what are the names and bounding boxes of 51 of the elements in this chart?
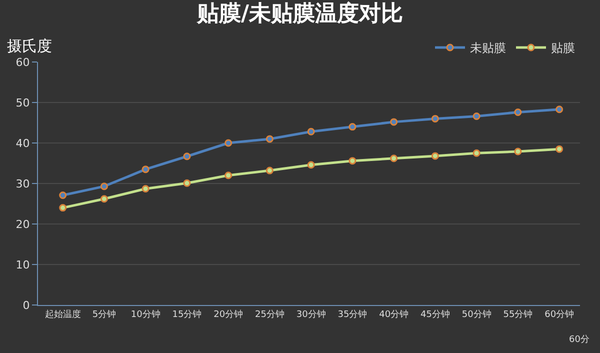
point: [266, 135, 274, 143]
x-tick-label: 5分钟: [92, 308, 116, 320]
x-tick-label: 起始温度: [44, 308, 81, 320]
point: [224, 172, 232, 180]
x-tick-label: 30分钟: [296, 308, 326, 320]
y-tick-label: 30: [16, 177, 30, 190]
point: [100, 195, 108, 203]
y-tick-label: 10: [16, 258, 30, 272]
point: [224, 139, 232, 147]
point: [390, 154, 398, 162]
y-tick-label: 40: [16, 136, 30, 150]
y-axis-title: 摄氏度: [7, 37, 52, 55]
text: 60分: [569, 334, 590, 345]
x-tick-label: 45分钟: [420, 308, 450, 320]
point: [431, 114, 439, 122]
point: [183, 152, 191, 160]
point: [348, 123, 356, 131]
point: [472, 149, 480, 157]
point: [556, 106, 564, 114]
legend-label: 未贴膜: [470, 41, 506, 56]
x-tick-label: 25分钟: [254, 308, 284, 320]
point: [390, 118, 398, 126]
point: [59, 204, 67, 212]
point: [59, 192, 67, 199]
x-tick-label: 60分钟: [544, 308, 574, 320]
y-tick-label: 0: [22, 298, 30, 312]
point: [472, 112, 480, 120]
legend-label: 贴膜: [551, 41, 575, 56]
x-tick-label: 20分钟: [214, 308, 244, 320]
point: [183, 179, 191, 187]
x-tick-label: 55分钟: [503, 308, 533, 320]
point: [431, 152, 439, 160]
point: [142, 166, 150, 174]
point: [307, 161, 315, 169]
x-tick-label: 15分钟: [172, 308, 202, 320]
point: [348, 157, 356, 165]
x-tick-label: 50分钟: [462, 308, 492, 320]
y-tick-label: 60: [16, 56, 30, 69]
point: [266, 166, 274, 174]
chart-title: 贴膜/未贴膜温度对比: [196, 0, 404, 27]
x-tick-label: 10分钟: [130, 308, 160, 320]
x-tick-label: 35分钟: [338, 308, 368, 320]
y-tick-label: 50: [16, 96, 30, 110]
point: [142, 185, 150, 193]
point: [100, 182, 108, 190]
point: [307, 128, 315, 136]
point: [556, 145, 564, 153]
point: [514, 148, 522, 156]
x-tick-label: 40分钟: [379, 308, 409, 320]
y-tick-label: 20: [16, 218, 30, 231]
point: [514, 108, 522, 116]
